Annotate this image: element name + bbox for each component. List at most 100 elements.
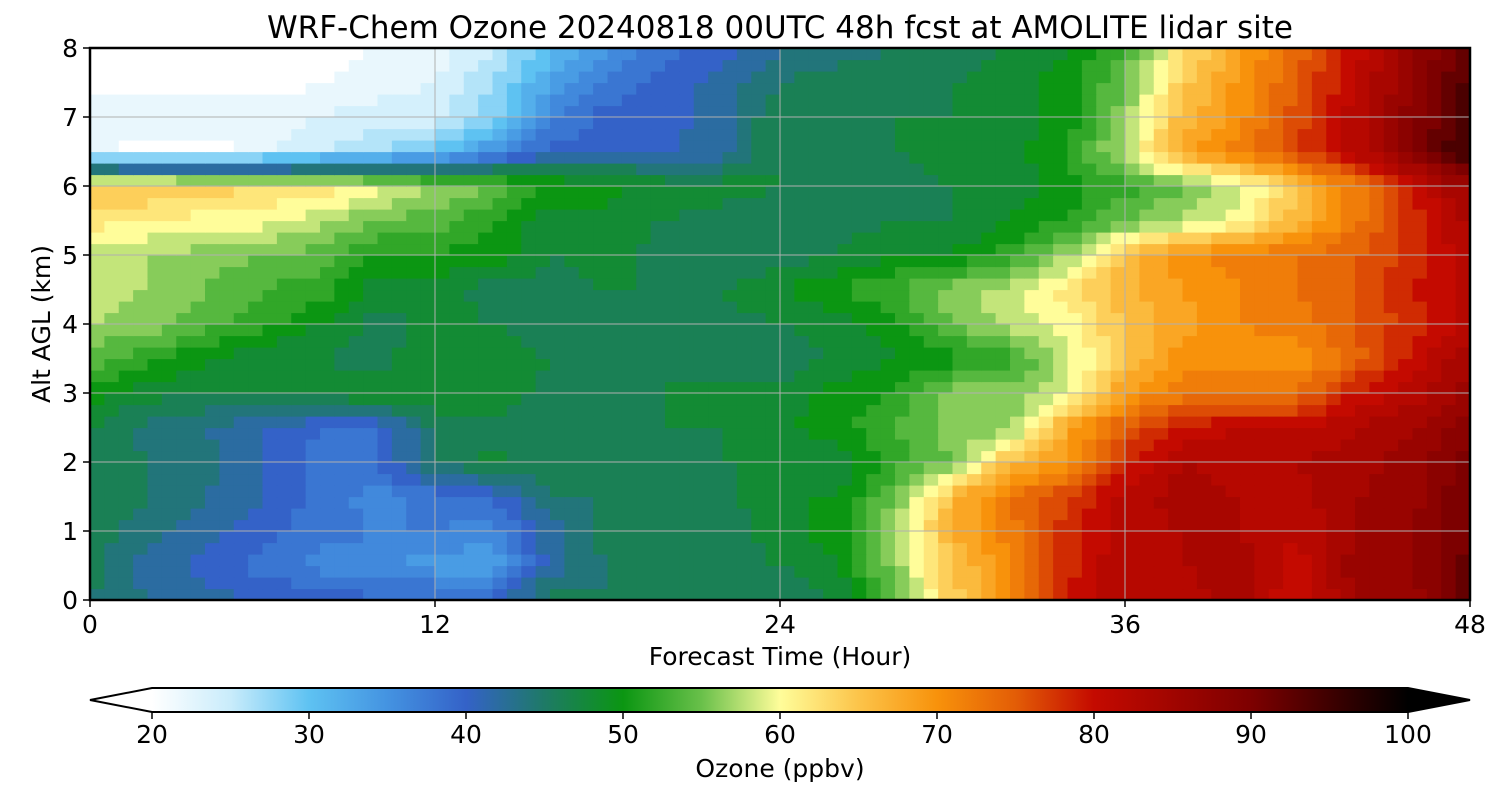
heatmap-cell [420,450,436,463]
heatmap-cell [248,301,264,314]
heatmap-cell [1096,531,1112,544]
heatmap-cell [938,301,954,314]
heatmap-cell [593,94,609,107]
heatmap-cell [1067,427,1083,440]
heatmap-cell [1311,301,1327,314]
heatmap-cell [1168,94,1184,107]
heatmap-cell [320,151,335,164]
heatmap-cell [1024,278,1040,291]
heatmap-cell [449,542,465,555]
heatmap-cell [1081,186,1097,199]
heatmap-cell [1153,117,1169,130]
heatmap-cell [535,565,551,578]
heatmap-cell [291,82,307,95]
heatmap-cell [305,117,321,130]
heatmap-cell [1311,289,1327,302]
heatmap-cell [823,174,839,187]
heatmap-cell [176,519,192,532]
heatmap-cell [1297,220,1313,233]
heatmap-cell [1441,450,1457,463]
heatmap-cell [435,416,450,429]
heatmap-cell [377,439,393,452]
heatmap-cell [665,427,680,440]
heatmap-cell [665,577,680,590]
heatmap-cell [1211,370,1227,383]
heatmap-cell [406,128,422,141]
heatmap-cell [751,565,767,578]
heatmap-cell [104,209,120,222]
heatmap-cell [291,485,307,498]
heatmap-cell [1412,312,1428,325]
heatmap-cell [320,358,335,371]
heatmap-cell [938,209,954,222]
heatmap-cell [1283,312,1299,325]
heatmap-cell [161,404,177,417]
heatmap-cell [564,439,580,452]
heatmap-cell [693,151,709,164]
heatmap-cell [1398,209,1414,222]
heatmap-cell [952,416,968,429]
heatmap-cell [823,519,839,532]
heatmap-cell [305,519,321,532]
heatmap-cell [478,508,494,521]
heatmap-cell [1125,496,1140,509]
heatmap-cell [276,163,292,176]
heatmap-cell [521,554,537,567]
heatmap-cell [320,393,335,406]
heatmap-cell [880,358,896,371]
heatmap-cell [693,335,709,348]
heatmap-cell [679,427,695,440]
heatmap-cell [952,151,968,164]
heatmap-cell [995,358,1011,371]
heatmap-cell [765,496,781,509]
heatmap-cell [205,163,220,176]
heatmap-cell [995,151,1011,164]
heatmap-cell [765,71,781,84]
heatmap-cell [1311,59,1327,72]
heatmap-cell [794,71,810,84]
heatmap-cell [895,243,910,256]
heatmap-cell [205,324,220,337]
heatmap-cell [866,278,882,291]
heatmap-cell [1268,59,1284,72]
heatmap-cell [291,71,307,84]
heatmap-cell [1153,82,1169,95]
heatmap-cell [1168,186,1184,199]
heatmap-cell [1010,542,1025,555]
heatmap-cell [104,59,120,72]
heatmap-cell [363,140,379,153]
heatmap-cell [1455,232,1470,245]
heatmap-cell [1383,393,1399,406]
heatmap-cell [909,358,925,371]
heatmap-cell [1010,519,1025,532]
heatmap-cell [636,209,652,222]
heatmap-cell [305,358,321,371]
heatmap-cell [851,416,867,429]
heatmap-cell [118,565,134,578]
heatmap-cell [1096,381,1112,394]
heatmap-cell [780,186,795,199]
heatmap-cell [1168,416,1184,429]
heatmap-cell [1196,94,1212,107]
heatmap-cell [363,439,379,452]
heatmap-cell [1110,197,1126,210]
heatmap-cell [449,531,465,544]
heatmap-cell [837,312,853,325]
heatmap-cell [161,577,177,590]
heatmap-cell [736,404,752,417]
heatmap-cell [535,519,551,532]
heatmap-cell [823,485,839,498]
heatmap-cell [751,324,767,337]
heatmap-cell [320,186,335,199]
heatmap-cell [1139,450,1155,463]
heatmap-cell [262,324,278,337]
heatmap-cell [133,82,149,95]
heatmap-cell [1081,588,1097,600]
heatmap-cell [262,439,278,452]
heatmap-cell [262,243,278,256]
heatmap-cell [1283,220,1299,233]
heatmap-cell [1096,554,1112,567]
heatmap-cell [104,358,120,371]
heatmap-cell [219,209,235,222]
heatmap-cell [133,243,149,256]
